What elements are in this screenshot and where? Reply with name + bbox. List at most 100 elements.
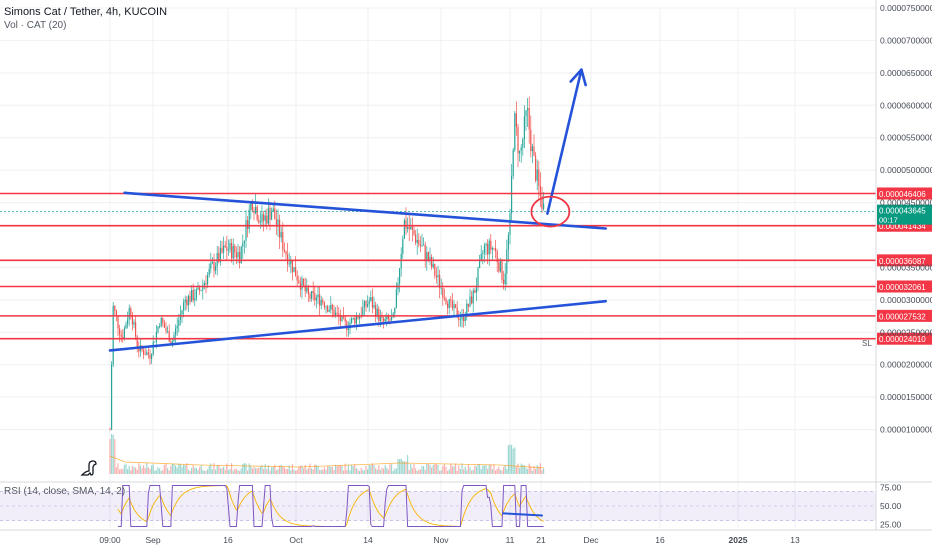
horizontal-levels[interactable]: 0.0000464060.0000414340.0000360870.00003…	[0, 187, 932, 348]
candle-body	[493, 247, 495, 249]
volume-bar	[163, 464, 165, 474]
candle-body	[320, 300, 322, 306]
candle-body	[419, 244, 421, 246]
price-axis[interactable]: 0.0000750000 0.0000700000 0.0000650000 0.00…	[875, 0, 932, 530]
candle-body	[210, 263, 212, 269]
time-tick-label: Sep	[145, 535, 160, 545]
volume-bar	[419, 469, 421, 474]
candle-body	[341, 315, 343, 322]
level-price-tag[interactable]	[877, 332, 932, 345]
candle-body	[112, 305, 114, 365]
candle-body	[317, 294, 319, 298]
rsi-divergence-line[interactable]	[502, 512, 543, 517]
candle-body	[197, 287, 199, 290]
volume-bar	[511, 444, 513, 474]
candle-body	[467, 303, 469, 307]
rsi-legend[interactable]: RSI (14, close, SMA, 14, 2)	[4, 486, 126, 497]
volume-bar	[371, 463, 373, 474]
projection-arrowhead[interactable]	[569, 68, 587, 87]
volume-bar	[299, 465, 301, 474]
candle-body	[319, 294, 321, 306]
volume-bar	[211, 469, 213, 474]
candle-body	[410, 226, 412, 230]
volume-bar	[232, 470, 234, 474]
volume-bar	[519, 468, 521, 474]
volume-bar	[522, 464, 524, 474]
volume-legend[interactable]: Vol · CAT (20)	[4, 20, 67, 31]
symbol-title[interactable]: Simons Cat / Tether, 4h, KUCOIN	[4, 6, 168, 18]
volume-bar	[351, 464, 353, 474]
candle-body	[469, 296, 471, 307]
candle-body	[402, 238, 404, 254]
volume-bar	[130, 470, 132, 474]
volume-bar	[173, 463, 175, 474]
volume-bar	[379, 469, 381, 474]
candle-body	[432, 263, 434, 268]
volume-bar	[504, 464, 506, 474]
candle-body	[325, 306, 327, 308]
volume-bar	[247, 470, 249, 474]
projection-arrow-line[interactable]	[546, 68, 583, 215]
volume-bar	[536, 465, 538, 474]
candle-body	[202, 285, 204, 290]
candle-body	[413, 229, 415, 235]
volume-bar	[389, 463, 391, 474]
volume-bar	[175, 465, 177, 474]
last-price-tag[interactable]	[877, 204, 932, 225]
volume-bar	[451, 466, 453, 474]
highlight-circle[interactable]	[530, 195, 571, 228]
volume-bar	[131, 465, 133, 474]
volume-bar	[171, 463, 173, 474]
candle-body	[371, 297, 373, 308]
candle-body	[285, 251, 287, 255]
volume-bar	[242, 464, 244, 474]
volume-bar	[283, 467, 285, 474]
volume-bar	[528, 463, 530, 474]
volume-bar	[327, 466, 329, 474]
volume-bar	[288, 465, 290, 474]
level-price-tag[interactable]	[877, 254, 932, 267]
volume-bar	[424, 470, 426, 474]
candle-body	[261, 214, 263, 223]
candle-body	[357, 316, 359, 319]
volume-bar	[149, 468, 151, 474]
candle-body	[487, 243, 489, 255]
volume-bar	[271, 467, 273, 474]
volume-bar	[213, 463, 215, 474]
volume-bar	[144, 468, 146, 474]
level-price-tag[interactable]	[877, 280, 932, 293]
candle-body	[187, 295, 189, 306]
volume-bar	[499, 469, 501, 474]
volume-bar	[151, 465, 153, 474]
volume-bar	[482, 465, 484, 474]
level-price-tag[interactable]	[877, 187, 932, 200]
trendline[interactable]	[123, 191, 608, 230]
volume-bar	[183, 464, 185, 474]
volume-bar	[146, 463, 148, 474]
candle-body	[263, 214, 265, 221]
volume-bar	[355, 468, 357, 474]
candle-body	[421, 245, 423, 247]
trendlines[interactable]	[108, 68, 608, 352]
candle-body	[242, 242, 244, 247]
candle-body	[256, 206, 258, 220]
volume-bar	[285, 469, 287, 474]
volume-bar	[344, 463, 346, 474]
candle-body	[223, 245, 225, 253]
volume-bar	[147, 467, 149, 474]
level-price-tag[interactable]	[877, 309, 932, 322]
candle-body	[477, 267, 479, 286]
time-axis[interactable]: 09:00 Sep 16 Oct 14 Nov 11 21 Dec 16 2025 13	[0, 529, 932, 545]
volume-bar	[541, 470, 543, 474]
volume-bar	[458, 465, 460, 474]
candle-body	[448, 299, 450, 308]
volume-bar	[375, 468, 377, 474]
candle-body	[418, 239, 420, 245]
volume-bar	[315, 464, 317, 474]
trendline[interactable]	[108, 299, 608, 352]
candle-body	[370, 297, 372, 301]
volume-bar	[266, 469, 268, 474]
candle-body	[395, 289, 397, 308]
volume-bar	[263, 468, 265, 474]
dinosaur-icon[interactable]	[80, 456, 102, 478]
